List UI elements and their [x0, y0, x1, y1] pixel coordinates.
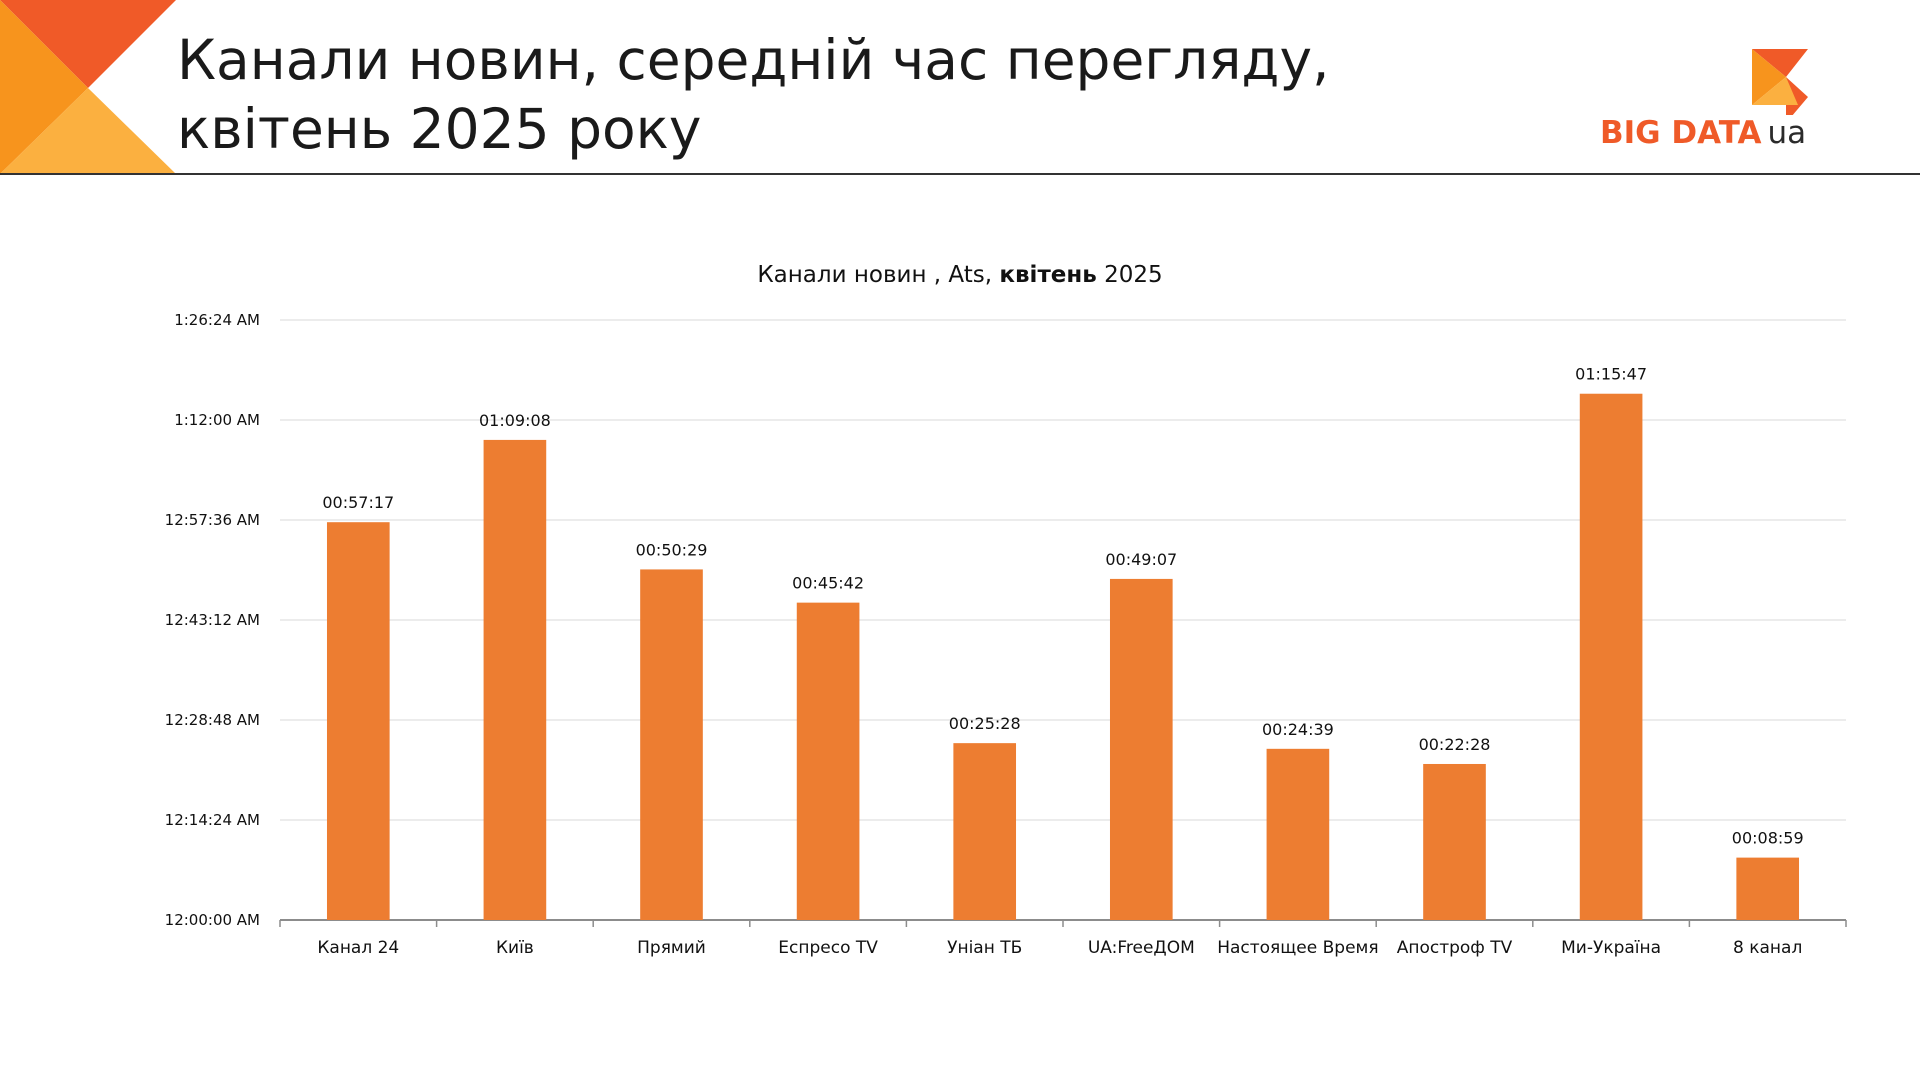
- category-label: Канал 24: [317, 938, 399, 958]
- bar: [326, 522, 390, 920]
- data-label: 01:09:08: [479, 411, 551, 430]
- category-label: Київ: [496, 938, 534, 958]
- page-title-line-1: Канали новин, середній час перегляду,: [177, 28, 1330, 92]
- bar: [640, 569, 703, 920]
- category-label: Еспресо TV: [778, 938, 878, 958]
- data-label: 00:22:28: [1419, 735, 1491, 754]
- y-tick-label: 12:43:12 AM: [165, 611, 260, 629]
- data-label: 00:25:28: [949, 714, 1021, 733]
- header-divider: [0, 173, 1920, 175]
- bar: [1736, 857, 1800, 920]
- y-tick-label: 1:12:00 AM: [174, 411, 260, 429]
- data-label: 00:50:29: [636, 540, 708, 559]
- category-label: Уніан ТБ: [947, 938, 1022, 958]
- corner-decoration: [0, 0, 176, 174]
- chart-title-end: 2025: [1096, 262, 1163, 288]
- data-label: 00:57:17: [322, 493, 394, 512]
- page-title-line-2: квітень 2025 року: [177, 97, 702, 161]
- chart-title: Канали новин , Ats, квітень 2025: [0, 262, 1920, 288]
- y-tick-label: 12:00:00 AM: [165, 911, 260, 929]
- category-label: Прямий: [637, 938, 706, 958]
- bar: [1579, 393, 1643, 921]
- bar: [953, 743, 1017, 920]
- logo-mark-icon: [1752, 49, 1808, 115]
- bar: [1266, 748, 1330, 920]
- data-label: 00:49:07: [1105, 550, 1177, 569]
- logo-text: BIG DATA ua: [1600, 115, 1806, 151]
- category-label: 8 канал: [1733, 938, 1802, 958]
- category-label: UA:FreeДОМ: [1088, 938, 1195, 958]
- category-label: Настоящее Время: [1217, 938, 1378, 958]
- category-label: Ми-Україна: [1561, 938, 1661, 958]
- data-label: 00:08:59: [1732, 829, 1804, 848]
- big-data-logo: BIG DATA ua: [1600, 45, 1830, 160]
- bar: [483, 439, 547, 920]
- y-tick-label: 1:26:24 AM: [174, 311, 260, 329]
- y-tick-label: 12:28:48 AM: [165, 711, 260, 729]
- data-label: 00:45:42: [792, 574, 864, 593]
- y-tick-label: 12:14:24 AM: [165, 811, 260, 829]
- bar: [1109, 578, 1173, 920]
- bar: [1423, 763, 1486, 920]
- data-label: 01:15:47: [1575, 365, 1647, 384]
- bar: [796, 602, 860, 920]
- data-label: 00:24:39: [1262, 720, 1334, 739]
- y-tick-label: 12:57:36 AM: [165, 511, 260, 529]
- chart-title-normal: Канали новин , Ats,: [757, 262, 1000, 288]
- chart-title-bold: квітень: [999, 262, 1097, 288]
- logo-big-data: BIG DATA: [1600, 115, 1762, 151]
- category-label: Апостроф TV: [1397, 938, 1513, 958]
- page-title: Канали новин, середній час перегляду, кв…: [177, 26, 1329, 164]
- logo-ua: ua: [1767, 115, 1807, 151]
